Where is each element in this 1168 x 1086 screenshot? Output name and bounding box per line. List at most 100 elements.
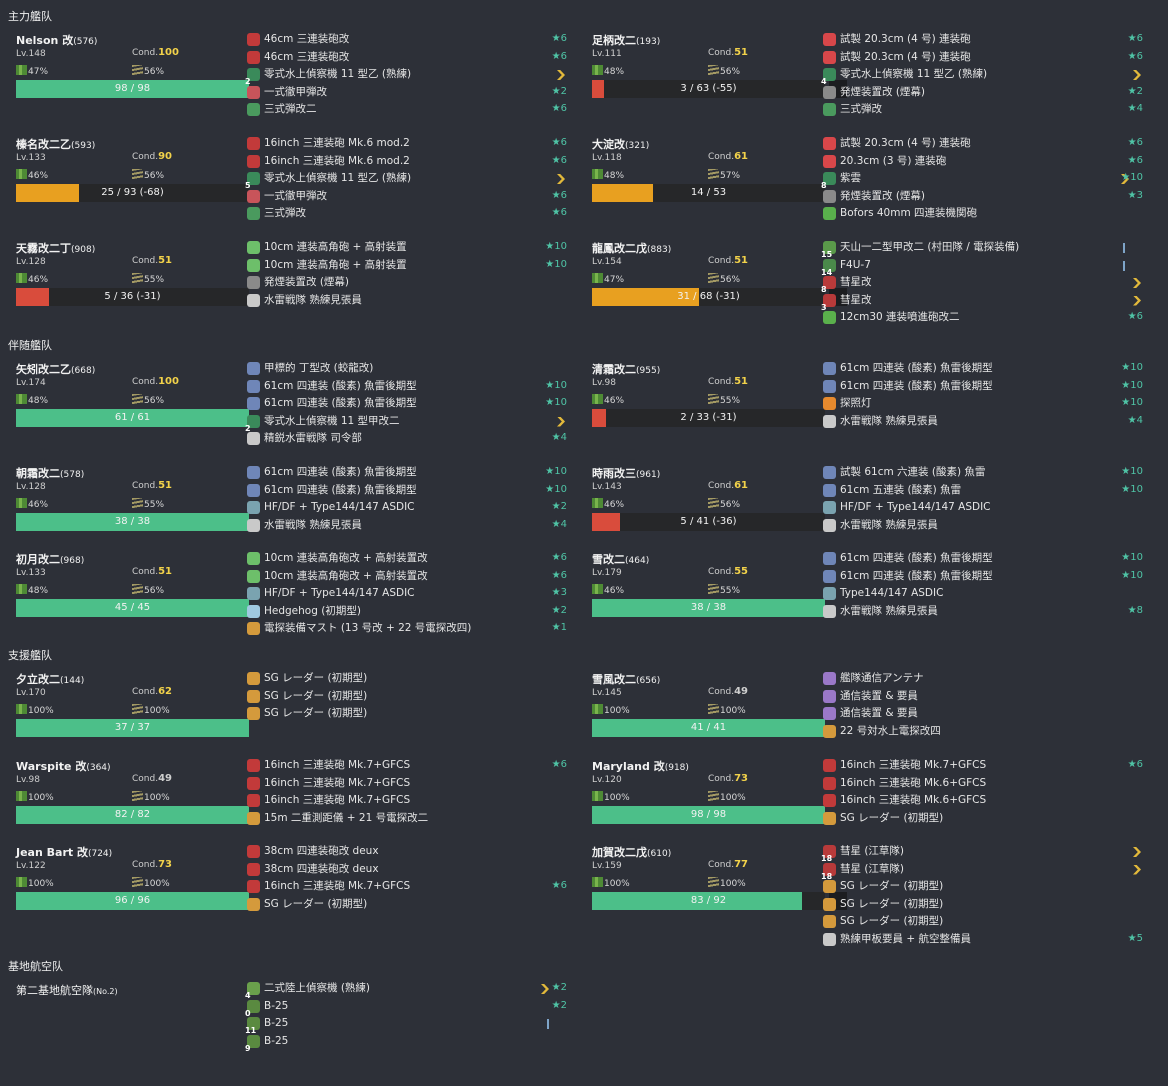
equipment-name[interactable]: 零式水上偵察機 11 型甲改二	[264, 414, 400, 427]
equipment-name[interactable]: HF/DF + Type144/147 ASDIC	[264, 587, 415, 599]
ship-name[interactable]: 第二基地航空隊(No.2)	[16, 982, 118, 998]
equipment-slot[interactable]: HF/DF + Type144/147 ASDIC	[823, 499, 1143, 517]
equipment-slot[interactable]: Type144/147 ASDIC	[823, 585, 1143, 603]
equipment-slot[interactable]: 16inch 三連装砲 Mk.7+GFCS ★6	[247, 878, 567, 896]
equipment-name[interactable]: B-25	[264, 999, 289, 1012]
equipment-slot[interactable]: 8 紫雲 ★10	[821, 170, 1143, 190]
equipment-name[interactable]: Type144/147 ASDIC	[840, 587, 944, 599]
equipment-slot[interactable]: 9 B-25	[245, 1033, 567, 1053]
equipment-slot[interactable]: 10cm 連装高角砲改 + 高射装置改 ★6	[247, 568, 567, 586]
equipment-slot[interactable]: SG レーダー (初期型)	[823, 810, 1143, 828]
equipment-name[interactable]: 零式水上偵察機 11 型乙 (熟練)	[840, 68, 988, 80]
equipment-slot[interactable]: 61cm 四連装 (酸素) 魚雷後期型 ★10	[247, 395, 567, 413]
ship-card[interactable]: 矢矧改二乙(668) Lv.174 Cond.100 48% 56% 61 / 61 甲標的…	[8, 361, 568, 465]
ship-card[interactable]: 大淀改(321) Lv.118 Cond.61 48% 57% 14 / 53 試製 20.…	[584, 136, 1144, 240]
equipment-slot[interactable]: 15 天山一二型甲改二 (村田隊 / 電探装備)	[821, 239, 1143, 259]
equipment-name[interactable]: 電探装備マスト (13 号改 + 22 号電探改四)	[264, 622, 472, 634]
equipment-slot[interactable]: 12cm30 連装噴進砲改二 ★6	[823, 309, 1143, 327]
ship-card[interactable]: 足柄改二(193) Lv.111 Cond.51 48% 56% 3 / 63 (-55)…	[584, 32, 1144, 136]
equipment-name[interactable]: 試製 20.3cm (4 号) 連装砲	[840, 50, 971, 63]
equipment-name[interactable]: B-25	[264, 1017, 289, 1029]
equipment-slot[interactable]: 16inch 三連装砲 Mk.7+GFCS ★6	[823, 757, 1143, 775]
equipment-slot[interactable]: 電探装備マスト (13 号改 + 22 号電探改四) ★1	[247, 620, 567, 638]
equipment-slot[interactable]: 水雷戦隊 熟練見張員	[823, 517, 1143, 535]
ship-card[interactable]: 夕立改二(144) Lv.170 Cond.62 100% 100% 37 / 37 SG …	[8, 671, 568, 775]
equipment-slot[interactable]: 61cm 四連装 (酸素) 魚雷後期型 ★10	[823, 378, 1143, 396]
equipment-name[interactable]: 61cm 四連装 (酸素) 魚雷後期型	[840, 362, 993, 374]
equipment-slot[interactable]: 試製 20.3cm (4 号) 連装砲 ★6	[823, 135, 1143, 153]
equipment-name[interactable]: F4U-7	[840, 258, 871, 271]
ship-name[interactable]: 龍鳳改二戊(883)	[592, 240, 671, 256]
equipment-slot[interactable]: Hedgehog (初期型) ★2	[247, 603, 567, 621]
equipment-name[interactable]: SG レーダー (初期型)	[840, 880, 944, 892]
equipment-name[interactable]: 通信装置 & 要員	[840, 707, 918, 719]
ship-name[interactable]: 雪風改二(656)	[592, 671, 660, 687]
ship-card[interactable]: 初月改二(968) Lv.133 Cond.51 48% 56% 45 / 45 10cm …	[8, 551, 568, 655]
equipment-slot[interactable]: 4 二式陸上偵察機 (熟練) ★2	[245, 980, 567, 1000]
equipment-slot[interactable]: HF/DF + Type144/147 ASDIC ★2	[247, 499, 567, 517]
equipment-name[interactable]: 彗星改	[840, 276, 872, 288]
ship-name[interactable]: 清霜改二(955)	[592, 361, 660, 377]
equipment-slot[interactable]: 61cm 四連装 (酸素) 魚雷後期型 ★10	[247, 464, 567, 482]
equipment-slot[interactable]: 試製 20.3cm (4 号) 連装砲 ★6	[823, 49, 1143, 67]
equipment-name[interactable]: 零式水上偵察機 11 型乙 (熟練)	[264, 172, 412, 184]
equipment-slot[interactable]: SG レーダー (初期型)	[823, 878, 1143, 896]
equipment-name[interactable]: 通信装置 & 要員	[840, 689, 918, 702]
equipment-slot[interactable]: SG レーダー (初期型)	[823, 913, 1143, 931]
equipment-slot[interactable]: 16inch 三連装砲 Mk.7+GFCS ★6	[247, 757, 567, 775]
equipment-slot[interactable]: 11 B-25	[245, 1015, 567, 1035]
equipment-slot[interactable]: 通信装置 & 要員	[823, 688, 1143, 706]
equipment-name[interactable]: 61cm 四連装 (酸素) 魚雷後期型	[840, 552, 993, 564]
equipment-name[interactable]: 16inch 三連装砲 Mk.7+GFCS	[264, 759, 411, 771]
equipment-slot[interactable]: 61cm 四連装 (酸素) 魚雷後期型 ★10	[247, 482, 567, 500]
equipment-name[interactable]: 紫雲	[840, 172, 861, 184]
equipment-name[interactable]: 10cm 連装高角砲 + 高射装置	[264, 258, 407, 271]
ship-name[interactable]: 夕立改二(144)	[16, 671, 84, 687]
equipment-slot[interactable]: 10cm 連装高角砲 + 高射装置 ★10	[247, 239, 567, 257]
equipment-name[interactable]: 16inch 三連装砲 Mk.6+GFCS	[840, 794, 987, 806]
equipment-name[interactable]: 試製 20.3cm (4 号) 連装砲	[840, 137, 971, 149]
equipment-name[interactable]: 試製 61cm 六連装 (酸素) 魚雷	[840, 466, 986, 478]
equipment-name[interactable]: B-25	[264, 1034, 289, 1047]
ship-card[interactable]: 雪改二(464) Lv.179 Cond.55 46% 55% 38 / 38 61cm 四…	[584, 551, 1144, 655]
equipment-name[interactable]: 発煙装置改 (煙幕)	[840, 189, 926, 202]
equipment-name[interactable]: 彗星 (江草隊)	[840, 862, 905, 875]
equipment-name[interactable]: 艦隊通信アンテナ	[840, 672, 924, 684]
equipment-slot[interactable]: 精鋭水雷戦隊 司令部 ★4	[247, 430, 567, 448]
ship-name[interactable]: 大淀改(321)	[592, 136, 649, 152]
ship-name[interactable]: 矢矧改二乙(668)	[16, 361, 95, 377]
equipment-name[interactable]: 46cm 三連装砲改	[264, 33, 350, 45]
equipment-name[interactable]: 水雷戦隊 熟練見張員	[840, 414, 938, 427]
equipment-name[interactable]: 16inch 三連装砲 Mk.7+GFCS	[264, 880, 411, 892]
equipment-name[interactable]: 61cm 四連装 (酸素) 魚雷後期型	[264, 466, 417, 478]
ship-name[interactable]: 初月改二(968)	[16, 551, 84, 567]
ship-card[interactable]: 第二基地航空隊(No.2) 4 二式陸上偵察機 (熟練) ★2 0 B-25 ★2 11 B-2…	[8, 982, 568, 1086]
equipment-name[interactable]: 12cm30 連装噴進砲改二	[840, 311, 960, 323]
equipment-name[interactable]: HF/DF + Type144/147 ASDIC	[264, 501, 415, 513]
equipment-slot[interactable]: 水雷戦隊 熟練見張員 ★4	[247, 517, 567, 535]
equipment-slot[interactable]: 61cm 四連装 (酸素) 魚雷後期型 ★10	[247, 378, 567, 396]
equipment-name[interactable]: SG レーダー (初期型)	[840, 915, 944, 927]
equipment-slot[interactable]: SG レーダー (初期型)	[247, 896, 567, 914]
equipment-slot[interactable]: 一式徹甲弾改 ★6	[247, 188, 567, 206]
equipment-slot[interactable]: 10cm 連装高角砲 + 高射装置 ★10	[247, 257, 567, 275]
equipment-name[interactable]: 20.3cm (3 号) 連装砲	[840, 154, 947, 167]
equipment-name[interactable]: 一式徹甲弾改	[264, 85, 327, 98]
equipment-name[interactable]: 探照灯	[840, 397, 872, 409]
equipment-slot[interactable]: 発煙装置改 (煙幕) ★3	[823, 188, 1143, 206]
equipment-slot[interactable]: 水雷戦隊 熟練見張員 ★4	[823, 413, 1143, 431]
equipment-slot[interactable]: 10cm 連装高角砲改 + 高射装置改 ★6	[247, 550, 567, 568]
ship-name[interactable]: Jean Bart 改(724)	[16, 844, 112, 860]
equipment-slot[interactable]: 61cm 四連装 (酸素) 魚雷後期型 ★10	[823, 550, 1143, 568]
equipment-slot[interactable]: Bofors 40mm 四連装機関砲	[823, 205, 1143, 223]
equipment-slot[interactable]: 発煙装置改 (煙幕) ★2	[823, 84, 1143, 102]
equipment-name[interactable]: 発煙装置改 (煙幕)	[264, 276, 350, 288]
equipment-slot[interactable]: 22 号対水上電探改四	[823, 723, 1143, 741]
equipment-slot[interactable]: 16inch 三連装砲 Mk.6 mod.2 ★6	[247, 153, 567, 171]
equipment-name[interactable]: 46cm 三連装砲改	[264, 50, 350, 63]
equipment-slot[interactable]: 4 零式水上偵察機 11 型乙 (熟練)	[821, 66, 1143, 86]
equipment-slot[interactable]: 熟練甲板要員 + 航空整備員 ★5	[823, 931, 1143, 949]
equipment-name[interactable]: SG レーダー (初期型)	[264, 707, 368, 719]
equipment-slot[interactable]: 61cm 五連装 (酸素) 魚雷 ★10	[823, 482, 1143, 500]
equipment-name[interactable]: 61cm 五連装 (酸素) 魚雷	[840, 483, 962, 496]
